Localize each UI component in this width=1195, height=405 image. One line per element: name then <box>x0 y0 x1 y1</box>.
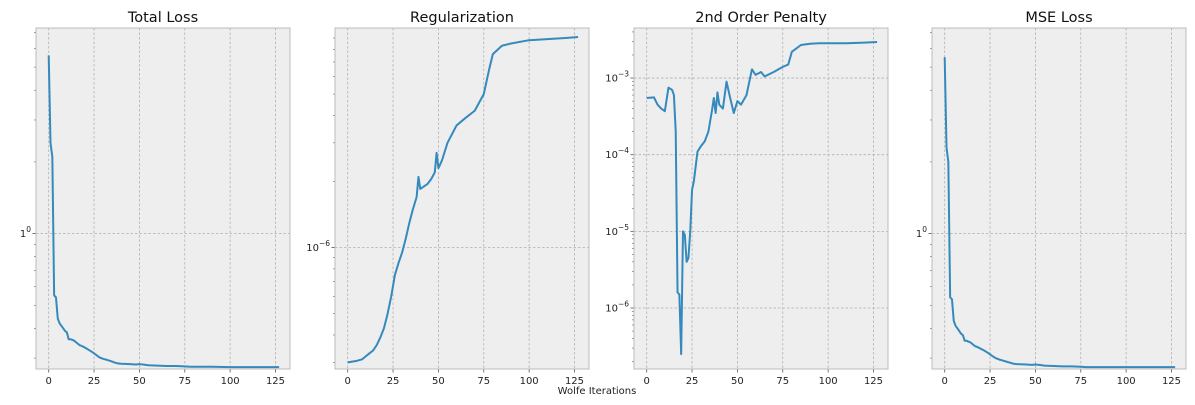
x-tick-label: 75 <box>1074 376 1087 387</box>
x-tick-label: 50 <box>432 376 445 387</box>
plot-area <box>932 28 1186 369</box>
panel-regularization: 0 25 50 75 100 125 10−6 Regularization <box>306 10 590 387</box>
series-line <box>943 57 1176 369</box>
chart-title: Total Loss <box>127 10 198 26</box>
x-tick-label: 0 <box>644 376 650 387</box>
x-tick-label: 100 <box>1117 376 1136 387</box>
series-line <box>646 41 878 356</box>
y-tick-label: 10−3 <box>605 70 629 85</box>
x-tick-label: 125 <box>266 376 285 387</box>
chart-title: 2nd Order Penalty <box>695 10 827 26</box>
x-tick-label: 0 <box>942 376 948 387</box>
chart-title: MSE Loss <box>1025 10 1092 26</box>
y-tick-label: 10 <box>916 225 927 240</box>
plot-frame <box>35 27 291 370</box>
x-tick-label: 50 <box>731 376 744 387</box>
x-tick-label: 0 <box>345 376 351 387</box>
x-tick-label: 50 <box>133 376 146 387</box>
x-tick-label: 100 <box>520 376 539 387</box>
chart-title: Regularization <box>410 10 514 26</box>
y-tick-label: 10−6 <box>306 239 330 254</box>
panel-second-order-penalty: 0 25 50 75 100 125 10−3 10−4 10−5 10−6 2nd Order P… <box>605 10 889 387</box>
panel-total-loss: 0 25 50 75 100 125 10 Total Loss <box>20 10 291 387</box>
x-tick-label: 75 <box>776 376 789 387</box>
x-tick-label: 25 <box>387 376 400 387</box>
y-tick-label: 10−4 <box>605 146 629 161</box>
x-tick-label: 25 <box>88 376 101 387</box>
panel-mse-loss: 0 25 50 75 100 125 10 MSE Loss <box>916 10 1187 387</box>
plot-area <box>36 28 290 369</box>
y-tick-label: 10−5 <box>605 223 629 238</box>
y-tick-label: 10−6 <box>605 299 629 314</box>
x-tick-label: 50 <box>1029 376 1042 387</box>
plot-frame <box>633 27 889 370</box>
x-tick-label: 125 <box>1162 376 1181 387</box>
plot-area <box>634 28 888 369</box>
x-tick-label: 125 <box>565 376 584 387</box>
x-tick-label: 125 <box>864 376 883 387</box>
x-tick-label: 25 <box>984 376 997 387</box>
x-tick-label: 100 <box>819 376 838 387</box>
series-line <box>347 35 579 364</box>
series-line <box>47 55 280 369</box>
plot-frame <box>931 27 1187 370</box>
figure-xlabel: Wolfe Iterations <box>558 386 637 397</box>
x-tick-label: 0 <box>46 376 52 387</box>
plot-area <box>335 28 589 369</box>
x-tick-label: 75 <box>477 376 490 387</box>
y-tick-label: 10 <box>20 225 31 240</box>
x-tick-label: 100 <box>221 376 240 387</box>
x-tick-label: 75 <box>178 376 191 387</box>
x-tick-label: 25 <box>686 376 699 387</box>
plot-frame <box>334 27 590 370</box>
